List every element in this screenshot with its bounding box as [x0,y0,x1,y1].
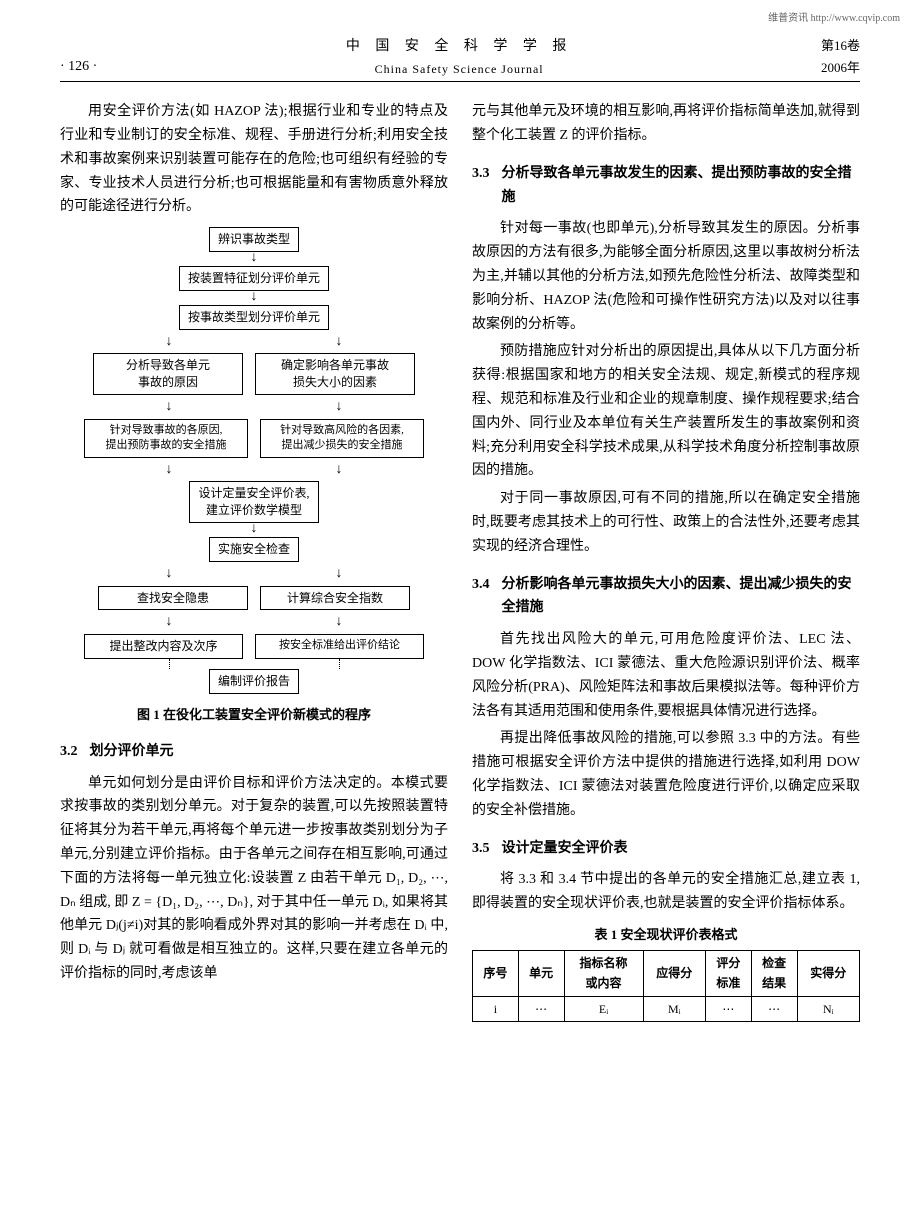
fc-box-8r: 计算综合安全指数 [260,586,410,611]
section-title: 分析影响各单元事故损失大小的因素、提出减少损失的安全措施 [502,573,861,621]
fc-arrow-pair: ↓↓ [84,395,424,419]
section-num: 3.2 [60,740,78,764]
table-1: 序号 单元 指标名称 或内容 应得分 评分 标准 检查 结果 实得分 i ⋯ E… [472,950,860,1022]
th-0: 序号 [473,950,519,996]
fc-box-5l: 针对导致事故的各原因, 提出预防事故的安全措施 [84,419,248,458]
left-column: 用安全评价方法(如 HAZOP 法);根据行业和专业的特点及行业和专业制订的安全… [60,100,448,1022]
journal-cn: 中 国 安 全 科 学 学 报 [346,39,573,54]
td-1: ⋯ [518,996,564,1021]
fc-box-10: 编制评价报告 [209,669,299,694]
para-3-3-c: 对于同一事故原因,可有不同的措施,所以在确定安全措施时,既要考虑其技术上的可行性… [472,487,860,558]
section-3-4-head: 3.4 分析影响各单元事故损失大小的因素、提出减少损失的安全措施 [472,573,860,621]
body-columns: 用安全评价方法(如 HAZOP 法);根据行业和专业的特点及行业和专业制订的安全… [60,100,860,1022]
section-title: 分析导致各单元事故发生的因素、提出预防事故的安全措施 [502,162,861,210]
td-0: i [473,996,519,1021]
flowchart-figure-1: 辨识事故类型 ↓ 按装置特征划分评价单元 ↓ 按事故类型划分评价单元 ↓↓ 分析… [84,227,424,694]
fc-box-9l: 提出整改内容及次序 [84,634,243,659]
table-row: i ⋯ Eᵢ Mᵢ ⋯ ⋯ Nᵢ [473,996,860,1021]
fc-box-5r: 针对导致高风险的各因素, 提出减少损失的安全措施 [260,419,424,458]
para-3-2: 单元如何划分是由评价目标和评价方法决定的。本模式要求按事故的类别划分单元。对于复… [60,772,448,986]
table-1-caption: 表 1 安全现状评价表格式 [472,924,860,946]
journal-title: 中 国 安 全 科 学 学 报 China Safety Science Jou… [97,35,821,79]
th-4: 评分 标准 [705,950,751,996]
page-header: · 126 · 中 国 安 全 科 学 学 报 China Safety Sci… [60,35,860,82]
fc-box-2: 按装置特征划分评价单元 [179,266,329,291]
para-3-4-b: 再提出降低事故风险的措施,可以参照 3.3 中的方法。有些措施可根据安全评价方法… [472,727,860,822]
volume-year: 第16卷 2006年 [821,35,860,79]
section-3-3-head: 3.3 分析导致各单元事故发生的因素、提出预防事故的安全措施 [472,162,860,210]
right-para-cont: 元与其他单元及环境的相互影响,再将评价指标简单迭加,就得到整个化工装置 Z 的评… [472,100,860,148]
figure-1-caption: 图 1 在役化工装置安全评价新模式的程序 [60,704,448,726]
para-3-5: 将 3.3 和 3.4 节中提出的各单元的安全措施汇总,建立表 1,即得装置的安… [472,868,860,916]
td-3: Mᵢ [643,996,705,1021]
fc-arrow: ↓ [84,291,424,305]
para-3-3-b: 预防措施应针对分析出的原因提出,具体从以下几方面分析获得:根据国家和地方的相关安… [472,340,860,483]
th-3: 应得分 [643,950,705,996]
journal-en: China Safety Science Journal [97,59,821,79]
td-2: Eᵢ [564,996,643,1021]
fc-box-7: 实施安全检查 [209,537,299,562]
fc-box-3: 按事故类型划分评价单元 [179,305,329,330]
td-6: Nᵢ [797,996,859,1021]
th-1: 单元 [518,950,564,996]
table-header-row: 序号 单元 指标名称 或内容 应得分 评分 标准 检查 结果 实得分 [473,950,860,996]
td-5: ⋯ [751,996,797,1021]
td-4: ⋯ [705,996,751,1021]
th-5: 检查 结果 [751,950,797,996]
section-3-5-head: 3.5 设计定量安全评价表 [472,837,860,861]
fc-box-4r: 确定影响各单元事故 损失大小的因素 [255,353,415,395]
fc-arrow-pair: ↓↓ [84,610,424,634]
fc-box-4l: 分析导致各单元 事故的原因 [93,353,243,395]
para-3-4-a: 首先找出风险大的单元,可用危险度评价法、LEC 法、DOW 化学指数法、ICI … [472,628,860,723]
fc-split: ↓↓ [84,330,424,354]
fc-merge: ↓↓ [84,458,424,482]
year: 2006年 [821,57,860,79]
fc-box-9r: 按安全标准给出评价结论 [255,634,424,659]
fc-merge [84,659,424,669]
fc-arrow: ↓ [84,523,424,537]
fc-box-8l: 查找安全隐患 [98,586,248,611]
fc-arrow: ↓ [84,252,424,266]
fc-box-1: 辨识事故类型 [209,227,299,252]
section-num: 3.3 [472,162,490,210]
th-2: 指标名称 或内容 [564,950,643,996]
section-title: 设计定量安全评价表 [502,837,628,861]
right-column: 元与其他单元及环境的相互影响,再将评价指标简单迭加,就得到整个化工装置 Z 的评… [472,100,860,1022]
volume: 第16卷 [821,35,860,57]
fc-split: ↓↓ [84,562,424,586]
page-number: · 126 · [60,55,97,79]
section-title: 划分评价单元 [90,740,174,764]
fc-box-6: 设计定量安全评价表, 建立评价数学模型 [189,481,318,523]
section-num: 3.5 [472,837,490,861]
section-num: 3.4 [472,573,490,621]
watermark: 维普资讯 http://www.cqvip.com [768,10,900,27]
left-para-1: 用安全评价方法(如 HAZOP 法);根据行业和专业的特点及行业和专业制订的安全… [60,100,448,219]
section-3-2-head: 3.2 划分评价单元 [60,740,448,764]
th-6: 实得分 [797,950,859,996]
para-3-3-a: 针对每一事故(也即单元),分析导致其发生的原因。分析事故原因的方法有很多,为能够… [472,217,860,336]
